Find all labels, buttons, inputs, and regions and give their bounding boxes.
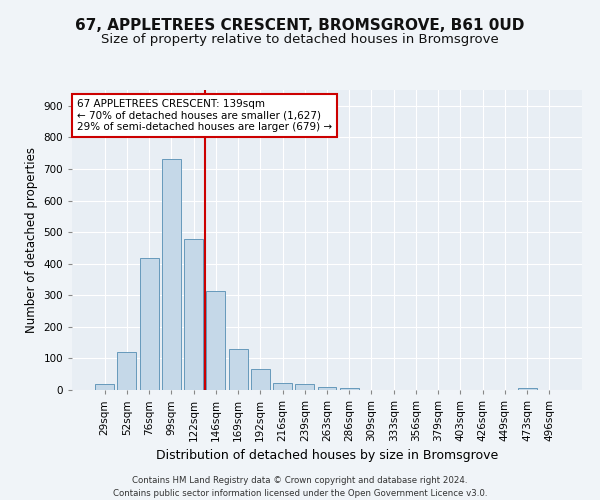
Text: Size of property relative to detached houses in Bromsgrove: Size of property relative to detached ho… xyxy=(101,32,499,46)
Bar xyxy=(251,370,270,390)
Bar xyxy=(206,290,225,390)
X-axis label: Distribution of detached houses by size in Bromsgrove: Distribution of detached houses by size … xyxy=(156,450,498,462)
Bar xyxy=(95,384,114,390)
Bar xyxy=(273,383,292,390)
Bar xyxy=(518,388,536,390)
Bar xyxy=(317,387,337,390)
Text: 67 APPLETREES CRESCENT: 139sqm
← 70% of detached houses are smaller (1,627)
29% : 67 APPLETREES CRESCENT: 139sqm ← 70% of … xyxy=(77,99,332,132)
Bar xyxy=(340,388,359,390)
Bar xyxy=(118,352,136,390)
Bar xyxy=(162,160,181,390)
Text: 67, APPLETREES CRESCENT, BROMSGROVE, B61 0UD: 67, APPLETREES CRESCENT, BROMSGROVE, B61… xyxy=(76,18,524,32)
Bar xyxy=(295,384,314,390)
Bar xyxy=(184,239,203,390)
Bar xyxy=(140,258,158,390)
Text: Contains HM Land Registry data © Crown copyright and database right 2024.
Contai: Contains HM Land Registry data © Crown c… xyxy=(113,476,487,498)
Y-axis label: Number of detached properties: Number of detached properties xyxy=(25,147,38,333)
Bar xyxy=(229,349,248,390)
